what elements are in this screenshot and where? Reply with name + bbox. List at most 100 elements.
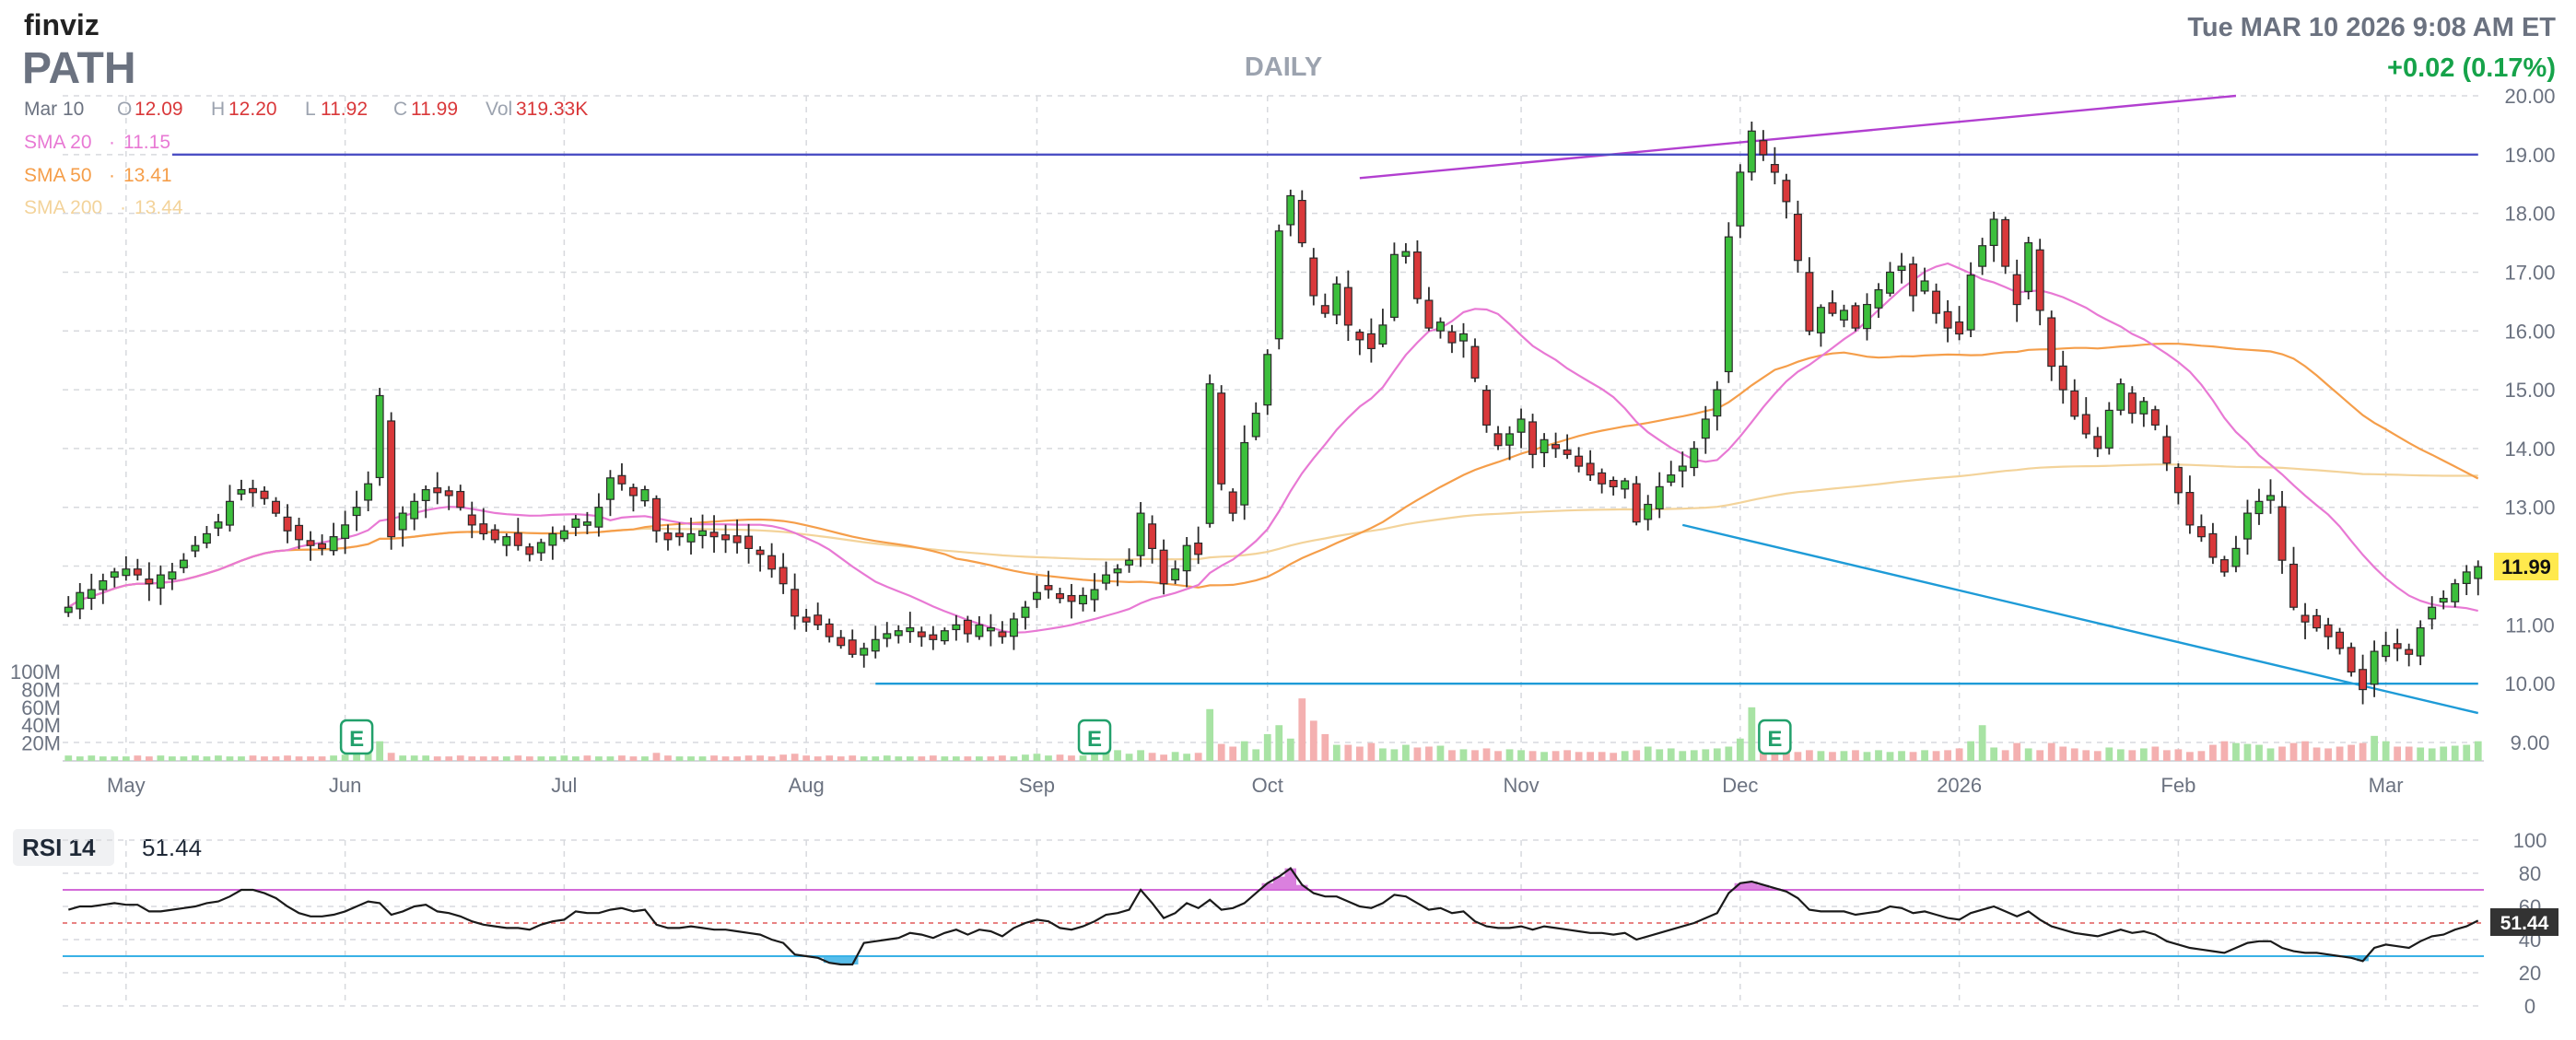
candle[interactable] [652, 495, 661, 543]
candle[interactable] [1067, 583, 1076, 619]
candle[interactable] [698, 514, 708, 549]
candle[interactable] [709, 515, 719, 553]
candle[interactable] [479, 508, 488, 541]
candle[interactable] [2081, 397, 2090, 438]
candle[interactable] [110, 567, 119, 588]
candle[interactable] [2208, 522, 2218, 565]
candle[interactable] [1943, 299, 1952, 343]
candle[interactable] [1297, 190, 1306, 248]
candle[interactable] [2359, 654, 2368, 705]
candle[interactable] [1343, 270, 1352, 342]
candle[interactable] [2012, 259, 2021, 322]
candle[interactable] [444, 485, 453, 510]
candle[interactable] [2058, 350, 2067, 404]
candle[interactable] [1505, 426, 1515, 461]
candle[interactable] [686, 517, 696, 555]
candle[interactable] [1851, 302, 1860, 332]
candle[interactable] [1021, 601, 1030, 630]
candle[interactable] [295, 518, 304, 550]
candle[interactable] [594, 493, 603, 537]
trendline-purple[interactable] [1359, 94, 2237, 180]
candle[interactable] [767, 543, 777, 578]
candle[interactable] [675, 522, 684, 546]
candle[interactable] [490, 524, 499, 543]
candle[interactable] [1701, 405, 1710, 454]
candle[interactable] [318, 534, 327, 555]
candle[interactable] [1598, 468, 1607, 494]
candle[interactable] [744, 523, 754, 564]
trendline-blue[interactable] [1681, 523, 2479, 715]
candle[interactable] [329, 522, 338, 555]
candle[interactable] [1090, 573, 1099, 613]
candle[interactable] [986, 613, 995, 647]
candle[interactable] [2428, 596, 2437, 630]
brand-logo[interactable]: finviz [24, 8, 100, 41]
candle[interactable] [1125, 548, 1134, 573]
candle[interactable] [191, 535, 200, 557]
candle[interactable] [617, 462, 626, 491]
candle[interactable] [375, 388, 384, 486]
candle[interactable] [929, 625, 938, 650]
candle[interactable] [1897, 252, 1906, 284]
candle[interactable] [502, 533, 511, 556]
candle[interactable] [1459, 322, 1468, 358]
candle[interactable] [1412, 240, 1422, 304]
candle[interactable] [1217, 385, 1226, 491]
candle[interactable] [536, 538, 545, 561]
candle[interactable] [1102, 561, 1111, 590]
candle[interactable] [2116, 378, 2125, 415]
candle[interactable] [975, 615, 984, 640]
candle[interactable] [2313, 608, 2322, 632]
candle[interactable] [237, 479, 246, 501]
candle[interactable] [352, 490, 361, 532]
candle[interactable] [1009, 613, 1018, 650]
candle[interactable] [1978, 238, 1987, 275]
candle[interactable] [2254, 488, 2264, 525]
candle[interactable] [1805, 257, 1814, 335]
candle[interactable] [1056, 587, 1064, 603]
candle[interactable] [2231, 535, 2241, 573]
candle[interactable] [1759, 130, 1768, 161]
candle[interactable] [848, 629, 857, 659]
candle[interactable] [179, 553, 188, 574]
candle[interactable] [2277, 491, 2287, 574]
candle[interactable] [871, 625, 880, 659]
candle[interactable] [1332, 276, 1341, 325]
candle[interactable] [2139, 396, 2149, 427]
candle[interactable] [1355, 329, 1364, 356]
candle[interactable] [1551, 432, 1561, 458]
candle[interactable] [1540, 433, 1549, 468]
candle[interactable] [2439, 590, 2448, 610]
candle[interactable] [306, 531, 315, 561]
candle[interactable] [1136, 502, 1145, 567]
candle[interactable] [1644, 495, 1653, 531]
candle[interactable] [1955, 306, 1964, 341]
candle[interactable] [1816, 304, 1825, 347]
candle[interactable] [513, 518, 522, 551]
candle[interactable] [2127, 386, 2137, 424]
candle[interactable] [1747, 121, 1756, 181]
candle[interactable] [1920, 267, 1929, 295]
candle[interactable] [1389, 242, 1399, 321]
candle[interactable] [1655, 472, 1664, 519]
candle[interactable] [1609, 476, 1618, 496]
candle[interactable] [732, 519, 742, 554]
candle[interactable] [1309, 248, 1318, 306]
candle[interactable] [1171, 560, 1180, 585]
candle[interactable] [883, 622, 892, 648]
candle[interactable] [1113, 564, 1122, 587]
candle[interactable] [790, 573, 800, 630]
candle[interactable] [202, 525, 211, 549]
candle[interactable] [1401, 243, 1411, 264]
candle[interactable] [2001, 216, 2010, 275]
candle[interactable] [1079, 587, 1087, 612]
candle[interactable] [1724, 222, 1733, 383]
candle[interactable] [1274, 224, 1283, 350]
candle[interactable] [421, 485, 430, 519]
candle[interactable] [1205, 374, 1214, 528]
candle[interactable] [940, 627, 949, 645]
candle[interactable] [860, 642, 869, 668]
candle[interactable] [1424, 286, 1434, 332]
candle[interactable] [2242, 499, 2252, 555]
candle[interactable] [1263, 349, 1272, 415]
